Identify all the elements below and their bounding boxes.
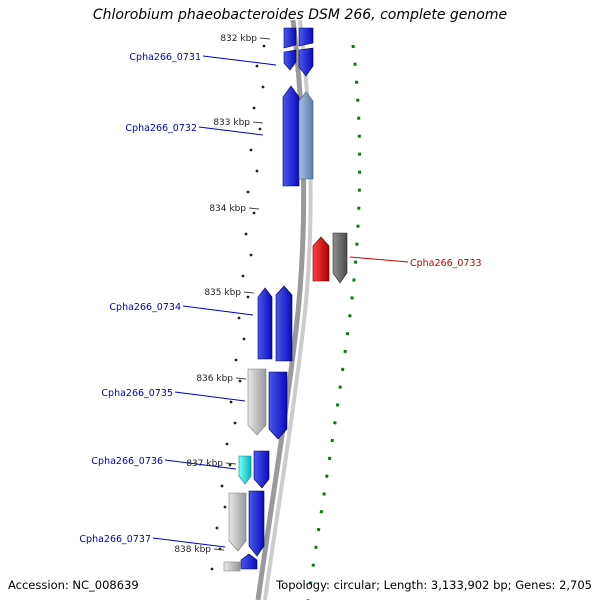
gene-label-cpha266-0734[interactable]: Cpha266_0734 — [109, 302, 181, 313]
gene-label-cpha266-0736[interactable]: Cpha266_0736 — [91, 456, 163, 467]
gene-label-cpha266-0731[interactable]: Cpha266_0731 — [129, 52, 201, 63]
gene-leader-line-cpha266-0733 — [349, 256, 409, 263]
scale-tick-label-838: 838 kbp — [174, 545, 211, 555]
gene-labels-blue: Cpha266_0731 Cpha266_0732 Cpha266_0734 C… — [79, 52, 201, 545]
gene-features — [223, 27, 348, 572]
topology-text: Topology: circular; Length: 3,133,902 bp… — [276, 578, 592, 592]
gene-label-cpha266-0735[interactable]: Cpha266_0735 — [101, 388, 173, 399]
gene-arrow-cpha266-0735-b[interactable] — [268, 371, 288, 440]
scale-ticks — [213, 37, 271, 551]
gene-label-cpha266-0732[interactable]: Cpha266_0732 — [125, 123, 197, 134]
gc-skew-dotted-line — [306, 44, 362, 600]
gene-arrow-cpha266-0735-a[interactable] — [247, 368, 267, 436]
gene-arrow-bottom-stub-gray[interactable] — [223, 561, 241, 572]
gene-label-cpha266-0737[interactable]: Cpha266_0737 — [79, 534, 151, 545]
scale-tick-label-837: 837 kbp — [186, 459, 223, 469]
gene-arrow-cpha266-0736-b[interactable] — [253, 450, 270, 489]
accession-text: Accession: NC_008639 — [8, 578, 139, 592]
gene-arrow-cpha266-0734-a[interactable] — [257, 287, 273, 360]
scale-tick-labels: 832 kbp 833 kbp 834 kbp 835 kbp 836 kbp … — [174, 34, 257, 555]
status-bar: Accession: NC_008639 Topology: circular;… — [0, 578, 600, 592]
scale-tick-label-836: 836 kbp — [196, 374, 233, 384]
gene-arrow-cpha266-0733-adjacent[interactable] — [332, 232, 348, 284]
scale-tick-label-833: 833 kbp — [213, 118, 250, 128]
gene-arrow-cpha266-0737-a[interactable] — [228, 492, 247, 552]
gene-arrow-bottom-stub-blue[interactable] — [240, 553, 258, 570]
gene-label-cpha266-0733[interactable]: Cpha266_0733 — [410, 258, 482, 269]
gene-arrow-cpha266-0731-b[interactable] — [298, 27, 314, 47]
gene-arrow-cpha266-0731-a[interactable] — [283, 27, 297, 49]
gene-arrow-cpha266-0731-d[interactable] — [298, 47, 314, 77]
gene-arrow-cpha266-0737-b[interactable] — [248, 490, 265, 557]
scale-tick-label-832: 832 kbp — [220, 34, 257, 44]
gene-arrow-cpha266-0732-b[interactable] — [298, 91, 314, 180]
gene-arrow-cpha266-0731-c[interactable] — [283, 49, 297, 71]
gene-arrow-cpha266-0736-a[interactable] — [238, 455, 252, 485]
gene-leader-lines — [152, 55, 277, 548]
genome-title: Chlorobium phaeobacteroides DSM 266, com… — [92, 7, 508, 23]
scale-tick-label-835: 835 kbp — [204, 288, 241, 298]
scale-tick-label-834: 834 kbp — [209, 204, 246, 214]
gc-content-dots — [210, 44, 266, 571]
gene-arrow-cpha266-0732-a[interactable] — [282, 85, 300, 187]
gene-arrow-cpha266-0733[interactable] — [312, 236, 330, 282]
gene-arrow-cpha266-0734-b[interactable] — [275, 285, 293, 362]
